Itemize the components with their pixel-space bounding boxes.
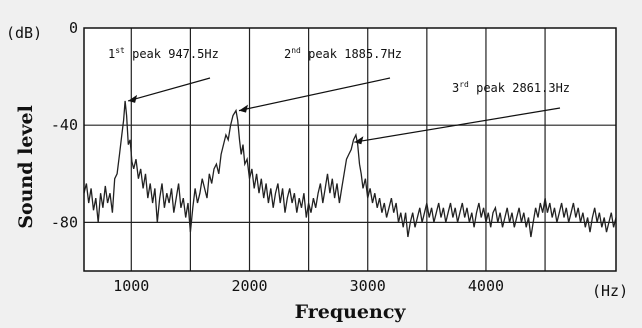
y-tick-label: -40: [51, 116, 78, 134]
y-tick-label: -80: [51, 213, 78, 231]
peak-arrowhead: [354, 136, 364, 145]
plot-area: [84, 28, 616, 271]
annotations-group: 1st peak 947.5Hz 2nd peak 1885.7Hz 3rd pea…: [108, 46, 570, 145]
peak-annotation-label: 2nd peak 1885.7Hz: [284, 46, 402, 61]
y-unit-label: (dB): [6, 24, 42, 42]
peak-annotation-label: 1st peak 947.5Hz: [108, 46, 219, 61]
y-tick-labels: 0 -40 -80: [51, 19, 78, 231]
x-tick-label: 1000: [113, 277, 149, 295]
series-group: [83, 100, 617, 238]
x-axis-title: Frequency: [295, 301, 407, 323]
y-tick-label: 0: [69, 19, 78, 37]
x-tick-label: 3000: [350, 277, 386, 295]
spectrum-line: [83, 100, 617, 238]
peak-arrowhead: [128, 94, 138, 103]
peak-annotation-arrow: [127, 77, 211, 102]
y-axis-title: Sound level: [15, 105, 37, 229]
peak-annotation-arrow: [354, 107, 561, 143]
x-unit-label: (Hz): [592, 282, 628, 300]
peak-annotation-arrow: [238, 77, 391, 112]
x-tick-label: 4000: [468, 277, 504, 295]
peak-arrowhead: [238, 104, 248, 113]
peak-annotation-label: 3rd peak 2861.3Hz: [452, 80, 570, 95]
plot-frame: [83, 27, 617, 272]
x-tick-label: 2000: [231, 277, 267, 295]
x-tick-labels: 1000 2000 3000 4000: [113, 277, 504, 295]
